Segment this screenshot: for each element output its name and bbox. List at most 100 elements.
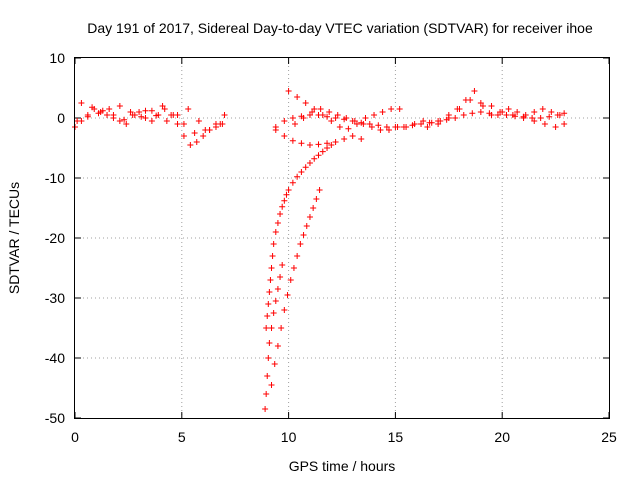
data-point — [163, 118, 170, 124]
series-arc-7 — [272, 127, 365, 148]
tick-labels: 0 5 10 15 20 25 10 0 -10 -20 -30 -40 -50 — [45, 50, 617, 445]
data-point — [266, 340, 273, 346]
data-point — [274, 343, 281, 349]
data-point — [123, 121, 130, 127]
data-point — [200, 133, 207, 139]
data-point — [127, 109, 134, 115]
data-point — [377, 127, 384, 133]
data-point — [424, 124, 431, 130]
data-point — [452, 115, 459, 121]
data-point — [302, 100, 309, 106]
data-point — [170, 112, 177, 118]
data-point — [537, 115, 544, 121]
data-point — [306, 142, 313, 148]
data-point — [74, 118, 81, 124]
data-point — [159, 103, 166, 109]
data-point — [514, 109, 521, 115]
data-point — [319, 112, 326, 118]
data-point — [302, 164, 309, 171]
x-tick-label: 0 — [71, 429, 79, 445]
data-point — [287, 277, 294, 283]
data-point — [505, 106, 512, 112]
data-point — [265, 355, 272, 361]
data-point — [298, 140, 305, 147]
data-point — [394, 124, 401, 130]
data-point — [488, 103, 495, 109]
data-point — [264, 373, 271, 379]
x-tick-label: 15 — [388, 429, 404, 445]
data-point — [142, 107, 149, 114]
data-point — [341, 136, 348, 142]
data-point — [315, 141, 322, 148]
data-point — [283, 191, 290, 198]
y-tick-label: -10 — [45, 170, 65, 186]
data-point — [456, 106, 463, 112]
data-point — [503, 112, 510, 118]
data-point — [294, 253, 301, 259]
data-point — [477, 109, 484, 115]
data-point — [488, 112, 495, 118]
series-arc-1 — [72, 106, 226, 148]
data-point — [270, 310, 277, 316]
data-point — [546, 113, 553, 120]
data-point — [191, 130, 198, 136]
data-point — [116, 118, 123, 124]
series-arc-2 — [78, 100, 224, 133]
data-point — [274, 220, 281, 226]
data-point — [180, 121, 187, 127]
data-point — [541, 121, 548, 127]
y-tick-label: 0 — [57, 110, 65, 126]
data-point — [138, 113, 145, 120]
data-point — [277, 211, 284, 217]
x-tick-label: 10 — [281, 429, 297, 445]
data-point — [548, 109, 555, 115]
data-point — [221, 112, 228, 118]
data-point — [272, 298, 279, 304]
data-point — [278, 325, 285, 331]
data-point — [306, 214, 313, 220]
data-point — [411, 121, 418, 127]
data-point — [148, 118, 155, 124]
data-point — [263, 391, 270, 397]
data-point — [148, 107, 155, 114]
series-arc-11 — [268, 187, 323, 388]
series-arc-6 — [292, 88, 563, 133]
data-point — [212, 121, 219, 127]
data-point — [326, 109, 333, 115]
data-point — [300, 115, 307, 121]
data-point — [187, 142, 194, 148]
data-point — [268, 325, 275, 331]
data-point — [271, 361, 278, 367]
data-point — [285, 187, 292, 193]
data-point — [121, 116, 128, 123]
data-point — [131, 112, 138, 118]
data-point — [297, 241, 304, 247]
data-point — [279, 203, 286, 210]
data-point — [174, 121, 181, 127]
plot-area — [72, 88, 568, 412]
data-point — [328, 142, 335, 148]
data-point — [319, 148, 326, 155]
data-point — [104, 112, 111, 118]
data-point — [263, 325, 270, 331]
data-point — [289, 137, 296, 144]
data-point — [509, 112, 516, 118]
data-point — [267, 277, 274, 283]
data-point — [95, 110, 102, 117]
data-point — [445, 115, 452, 121]
data-point — [328, 118, 335, 124]
data-point — [471, 88, 478, 94]
data-point — [349, 133, 356, 139]
data-point — [477, 100, 484, 106]
data-point — [99, 107, 106, 114]
data-point — [265, 301, 272, 307]
data-point — [290, 265, 297, 271]
data-point — [281, 307, 288, 313]
data-point — [116, 103, 123, 109]
data-point — [202, 127, 209, 133]
series-arc-8 — [424, 97, 568, 130]
x-axis-label: GPS time / hours — [289, 458, 396, 474]
data-point — [195, 118, 202, 124]
data-point — [289, 115, 296, 121]
